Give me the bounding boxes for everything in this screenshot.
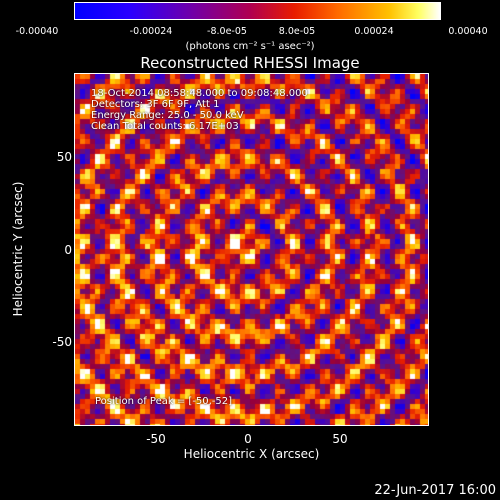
x-tick-label: 50 [332,432,348,446]
y-tick-label: 0 [64,243,72,257]
detectors-annotation: Detectors: 3F 6F 9F, Att 1 [91,99,220,110]
y-axis-label: Heliocentric Y (arcsec) [11,181,25,317]
y-tick-label: -50 [52,335,72,349]
colorbar-tick: -0.00040 [15,26,59,37]
colorbar-tick: 8.0e-05 [278,26,316,37]
colorbar-unit: (photons cm⁻² s⁻¹ asec⁻²) [185,41,315,52]
colorbar-tick: -8.0e-05 [207,26,247,37]
peak-position-annotation: Position of Peak = [-50,-52] [95,396,233,407]
colorbar-tick: -0.00024 [129,26,173,37]
y-tick-label: 50 [56,150,72,164]
heatmap-image [75,74,428,425]
colorbar-tick: 0.00040 [448,26,488,37]
x-tick-label: 0 [244,432,252,446]
timestamp-footer: 22-Jun-2017 16:00 [374,483,496,498]
colorbar-tick: 0.00024 [354,26,394,37]
plot-title: Reconstructed RHESSI Image [140,54,360,72]
colorbar [74,2,441,20]
x-axis-label: Heliocentric X (arcsec) [183,447,320,461]
x-tick-label: -50 [146,432,166,446]
method-annotation: Clean Total counts: 6.17E+03 [91,121,239,132]
time-range-annotation: 18-Oct-2014 08:58:48.000 to 09:08:48.000 [91,88,308,99]
energy-annotation: Energy Range: 25.0 - 50.0 keV [91,110,244,121]
rhessi-image-plot: 18-Oct-2014 08:58:48.000 to 09:08:48.000… [74,73,429,426]
